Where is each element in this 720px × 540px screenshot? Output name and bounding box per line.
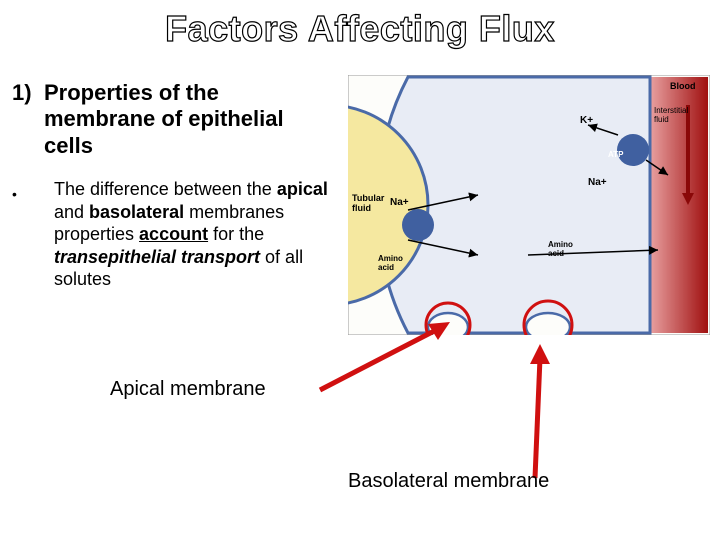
cell-diagram: Blood Interstitialfluid Tubularfluid Na+… (348, 75, 710, 335)
apical-pointer-arrow (310, 310, 470, 400)
slide-title: Factors Affecting Flux (0, 8, 720, 50)
apical-membrane-label: Apical membrane (110, 378, 266, 401)
basolateral-membrane-label: Basolateral membrane (348, 470, 549, 493)
na-label-2: Na+ (588, 177, 607, 188)
list-heading: Properties of the membrane of epithelial… (44, 80, 324, 159)
bullet-basolateral: basolateral (89, 202, 184, 222)
cotransporter (402, 209, 434, 241)
bullet-text-p1: The difference between the (54, 179, 277, 199)
atp-label: ATP (608, 150, 624, 159)
bullet-text: The difference between the apical and ba… (54, 178, 334, 291)
bullet-transepithelial: transepithelial transport (54, 247, 260, 267)
bullet-text-p2: and (54, 202, 89, 222)
bullet-marker: • (12, 186, 17, 202)
blood-label: Blood (670, 81, 696, 91)
list-number: 1) (12, 80, 32, 106)
k-label: K+ (580, 115, 593, 126)
basolateral-gap (526, 313, 570, 335)
bullet-account: account (139, 224, 208, 244)
basolateral-pointer-arrow (490, 338, 570, 488)
na-label-1: Na+ (390, 197, 409, 208)
bullet-text-p4: for the (208, 224, 264, 244)
bullet-apical: apical (277, 179, 328, 199)
